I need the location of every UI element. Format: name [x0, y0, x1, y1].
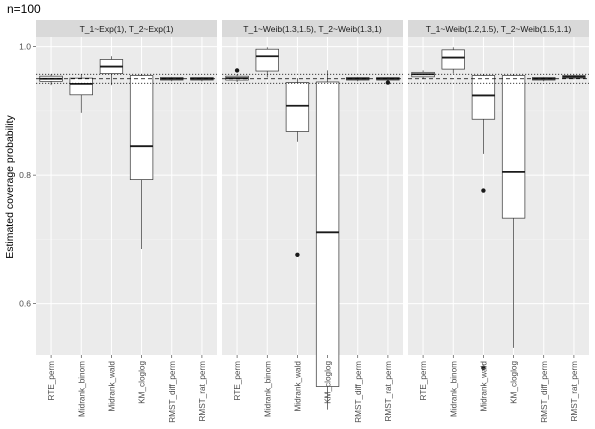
box-body — [471, 75, 496, 120]
y-tick-label: 0.8 — [19, 170, 31, 180]
box-Midrank_binom — [441, 47, 465, 74]
outlier-point — [295, 252, 300, 257]
facet-panel-1: T_1~Exp(1), T_2~Exp(1) RTE_perm Midrank_bi… — [36, 20, 217, 423]
y-tick-label: 0.6 — [19, 299, 31, 309]
chart-title: n=100 — [7, 2, 41, 16]
box-Midrank_wald — [285, 78, 310, 257]
y-tick-label: 1.0 — [19, 42, 31, 52]
outlier-point — [385, 80, 391, 85]
facet-strip-label: T_1~Weib(1.2,1.5), T_2~Weib(1.5,1.1) — [426, 24, 572, 34]
box-KM_cloglog — [501, 74, 526, 348]
facet-strip-label: T_1~Exp(1), T_2~Exp(1) — [80, 24, 174, 34]
box-body — [129, 75, 154, 180]
x-tick-label: Midrank_binom — [77, 361, 86, 417]
facet-strip — [36, 20, 217, 37]
x-tick-label: RTE_perm — [419, 361, 428, 401]
panel-background — [408, 37, 589, 355]
outlier-point — [234, 68, 240, 73]
facet-strip — [408, 20, 589, 37]
panel-background — [222, 37, 403, 355]
box-RMST_rat_perm — [562, 74, 586, 80]
facet-panel-2: T_1~Weib(1.3,1.5), T_2~Weib(1.3,1) RTE_pe… — [222, 20, 403, 423]
box-body — [255, 48, 279, 72]
x-tick-label: Midrank_wald — [479, 361, 488, 412]
box-body — [441, 49, 465, 70]
y-axis-label: Estimated coverage probability — [4, 114, 16, 258]
box-Midrank_wald — [99, 56, 124, 86]
x-tick-label: Midrank_binom — [449, 361, 458, 417]
facet-strip-label: T_1~Weib(1.3,1.5), T_2~Weib(1.3,1) — [243, 24, 382, 34]
x-tick-label: RMST_rat_perm — [570, 361, 579, 422]
facet-panel-3: T_1~Weib(1.2,1.5), T_2~Weib(1.5,1.1) RTE_… — [408, 20, 589, 423]
x-tick-label: Midrank_wald — [107, 361, 116, 412]
x-tick-label: KM_cloglog — [510, 361, 519, 404]
panel-background — [36, 37, 217, 355]
box-RTE_perm — [225, 68, 249, 82]
x-tick-label: KM_cloglog — [138, 361, 147, 404]
box-body — [315, 81, 340, 387]
x-tick-label: RMST_rat_perm — [384, 361, 393, 422]
x-tick-label: KM_cloglog — [324, 361, 333, 404]
plot-area: T_1~Exp(1), T_2~Exp(1) RTE_perm Midrank_bi… — [19, 20, 589, 423]
x-tick-label: RMST_rat_perm — [198, 361, 207, 422]
facet-strip — [222, 20, 403, 37]
box-Midrank_binom — [69, 74, 93, 113]
x-tick-label: RTE_perm — [47, 361, 56, 401]
box-KM_cloglog — [129, 74, 154, 249]
box-body — [69, 77, 93, 96]
box-body — [285, 82, 310, 132]
x-tick-label: RMST_diff_perm — [168, 361, 177, 423]
x-tick-label: RTE_perm — [233, 361, 242, 401]
outlier-point — [481, 365, 486, 371]
outlier-point — [481, 188, 486, 193]
x-tick-label: RMST_diff_perm — [540, 361, 549, 423]
x-tick-label: RMST_diff_perm — [354, 361, 363, 423]
box-Midrank_binom — [255, 47, 279, 78]
box-body — [501, 75, 526, 219]
x-tick-label: Midrank_binom — [263, 361, 272, 417]
box-Midrank_wald — [471, 74, 496, 371]
box-KM_cloglog — [315, 70, 340, 410]
x-tick-label: Midrank_wald — [293, 361, 302, 412]
